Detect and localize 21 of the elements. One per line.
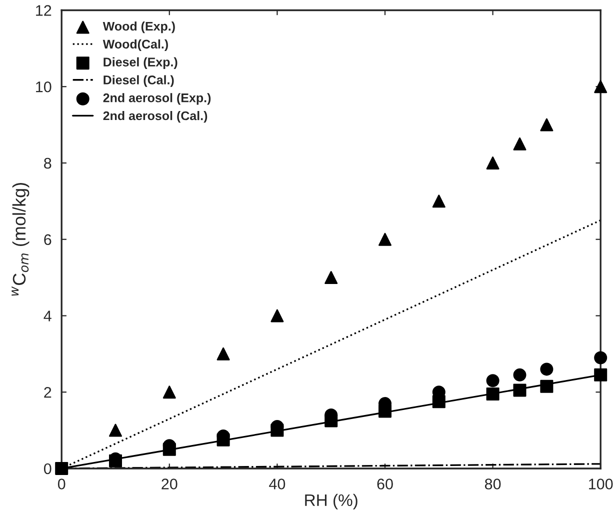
legend-label: Wood (Exp.): [102, 21, 175, 34]
y-tick-label: 0: [44, 463, 52, 474]
x-axis-title: RH (%): [305, 494, 358, 510]
legend-label: 2nd aerosol (Cal.): [103, 111, 208, 123]
x-tick-label: 20: [162, 478, 178, 490]
legend-label: Diesel (Exp.): [104, 57, 178, 69]
x-tick-label: 40: [269, 478, 286, 490]
y-tick-label: 2: [44, 386, 52, 398]
x-tick-label: 80: [484, 478, 501, 490]
legend-label: 2nd aerosol (Exp.): [103, 93, 211, 105]
y-tick-label: 10: [36, 81, 52, 92]
x-tick-label: 100: [589, 478, 613, 490]
y-tick-label: 8: [44, 158, 52, 169]
legend-label: Wood(Cal.): [102, 39, 168, 52]
x-tick-label: 60: [377, 478, 393, 490]
y-axis-title: $^{w}$C$_{om}$ (mol/kg): [12, 183, 30, 296]
y-tick-label: 12: [36, 5, 52, 16]
y-tick-label: 6: [44, 234, 52, 246]
legend-label: Diesel (Cal.): [104, 75, 174, 87]
y-tick-label: 4: [44, 310, 52, 322]
x-tick-label: 0: [58, 478, 66, 490]
